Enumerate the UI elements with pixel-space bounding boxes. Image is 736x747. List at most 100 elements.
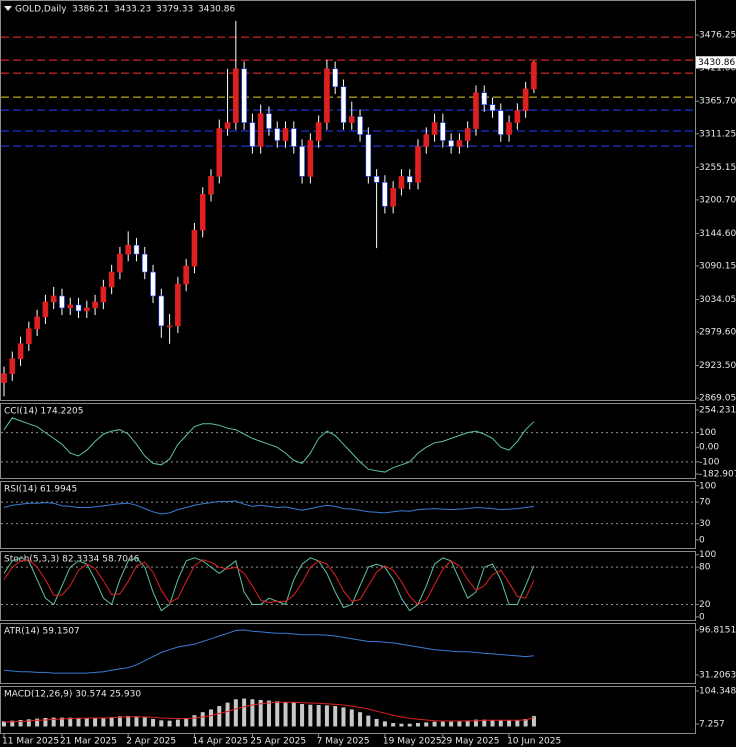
candle-body	[75, 304, 82, 312]
panel-frame	[0, 0, 696, 401]
candle-body	[166, 325, 173, 328]
y-tick-label: 3034.05	[699, 295, 736, 305]
macd-bar	[68, 717, 73, 727]
macd-bar	[126, 715, 131, 727]
indicator-title: Stoch(5,3,3) 82.3334 58.7046	[4, 555, 140, 565]
y-tick-label: 3090.15	[699, 261, 736, 271]
price-box	[696, 56, 736, 69]
candle-body	[84, 307, 90, 312]
indicator-line	[3, 557, 535, 612]
macd-bar	[134, 716, 139, 727]
macd-bar	[490, 720, 495, 727]
candle-body	[1, 373, 7, 383]
ohlc-high: 3433.23	[114, 5, 151, 15]
macd-bar	[324, 705, 329, 727]
indicator-title: MACD(12,26,9) 30.574 25.930	[4, 690, 141, 700]
x-tick-label: 29 May 2025	[441, 737, 500, 747]
candle-body	[299, 146, 305, 177]
y-tick-label: 96.8151	[699, 625, 736, 635]
candle-body	[199, 194, 206, 231]
y-tick-label: -182.9072	[699, 470, 736, 480]
candle-body	[42, 301, 49, 318]
panel-frame	[0, 623, 696, 684]
candle-body	[440, 122, 446, 141]
candle-body	[100, 286, 107, 303]
macd-bar	[374, 718, 379, 727]
x-tick-label: 25 Apr 2025	[250, 737, 306, 747]
candle-body	[382, 182, 388, 207]
candle-body	[448, 140, 454, 147]
y-tick-label: 104.348	[699, 686, 736, 696]
macd-bar	[358, 712, 363, 727]
candle-body	[59, 295, 65, 309]
candle-body	[373, 176, 380, 183]
y-tick-label: 30	[699, 519, 711, 529]
macd-bar	[416, 723, 420, 727]
x-tick-label: 14 Apr 2025	[192, 737, 248, 747]
macd-bar	[515, 720, 520, 727]
candle-body	[50, 295, 57, 303]
candle-body	[274, 128, 281, 141]
macd-bar	[93, 717, 98, 727]
macd-bar	[242, 698, 247, 727]
macd-bar	[233, 699, 238, 727]
candle-body	[398, 176, 405, 189]
macd-bar	[76, 717, 81, 727]
macd-bar	[341, 707, 346, 727]
macd-bar	[473, 719, 478, 727]
indicator-title: RSI(14) 61.9945	[4, 485, 77, 495]
ohlc-low: 3379.33	[156, 5, 193, 15]
candle-body	[241, 68, 247, 123]
candle-body	[67, 304, 74, 309]
candle-body	[348, 116, 355, 123]
macd-bar	[184, 717, 189, 727]
menu-icon[interactable]	[4, 6, 12, 11]
x-tick-label: 21 Mar 2025	[60, 737, 117, 747]
candle-body	[497, 110, 504, 135]
macd-bar	[333, 706, 338, 727]
macd-bar	[151, 718, 156, 727]
candle-body	[324, 68, 330, 123]
candle-body	[117, 253, 123, 273]
candle-body	[481, 92, 488, 105]
candle-body	[290, 128, 297, 147]
candle-body	[282, 128, 289, 141]
panel-frame	[0, 551, 696, 621]
macd-bar	[382, 721, 387, 727]
y-tick-label: 3255.15	[699, 163, 736, 173]
indicator-title: CCI(14) 174.2205	[4, 407, 84, 417]
indicator-line	[3, 559, 535, 606]
y-tick-label: 254.2318	[699, 405, 736, 415]
symbol-title: GOLD,Daily	[15, 5, 67, 15]
x-tick-label: 19 May 2025	[383, 737, 442, 747]
y-tick-label: 80	[699, 563, 711, 573]
macd-bar	[59, 717, 64, 727]
macd-bar	[217, 706, 222, 727]
indicator-line	[3, 417, 535, 473]
macd-bar	[35, 718, 40, 727]
candle-body	[191, 229, 198, 267]
x-tick-label: 7 May 2025	[317, 737, 370, 747]
macd-bar	[523, 718, 528, 727]
candle-body	[531, 61, 537, 90]
y-tick-label: 100	[699, 428, 716, 438]
macd-bar	[424, 722, 429, 727]
macd-bar	[507, 720, 512, 727]
candle-body	[108, 271, 115, 288]
macd-bar	[2, 721, 6, 727]
y-tick-label: 3311.25	[699, 129, 736, 139]
candle-body	[473, 92, 479, 129]
y-tick-label: -100	[699, 457, 720, 467]
macd-bar	[266, 700, 271, 727]
candle-body	[249, 122, 256, 147]
candle-body	[464, 128, 471, 141]
x-tick-label: 10 Jun 2025	[507, 737, 561, 747]
y-tick-label: 3200.70	[699, 195, 736, 205]
macd-bar	[449, 721, 454, 727]
panel-frame	[0, 686, 696, 734]
macd-bar	[84, 717, 89, 727]
y-tick-label: 2923.50	[699, 361, 736, 371]
candle-body	[224, 122, 231, 129]
macd-bar	[391, 723, 396, 727]
